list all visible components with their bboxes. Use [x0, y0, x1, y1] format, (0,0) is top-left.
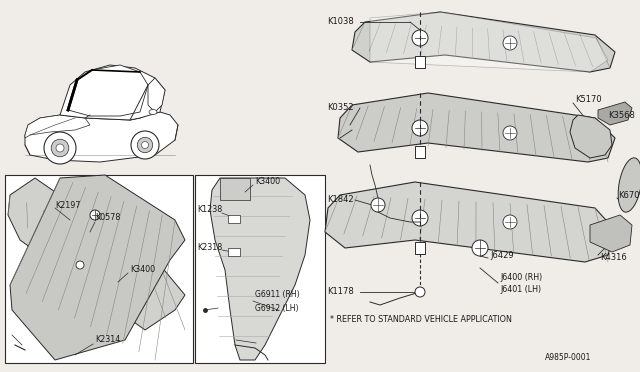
- Circle shape: [472, 240, 488, 256]
- Polygon shape: [10, 175, 185, 360]
- Polygon shape: [352, 12, 615, 72]
- Circle shape: [138, 137, 153, 153]
- Circle shape: [141, 141, 148, 148]
- Bar: [415, 242, 425, 254]
- Text: J6400 (RH): J6400 (RH): [500, 273, 542, 282]
- Polygon shape: [8, 178, 185, 330]
- Circle shape: [412, 120, 428, 136]
- Circle shape: [415, 287, 425, 297]
- Circle shape: [503, 126, 517, 140]
- Polygon shape: [598, 102, 632, 125]
- Text: K1842: K1842: [327, 196, 354, 205]
- Circle shape: [44, 132, 76, 164]
- Text: * REFER TO STANDARD VEHICLE APPLICATION: * REFER TO STANDARD VEHICLE APPLICATION: [330, 315, 512, 324]
- Circle shape: [412, 30, 428, 46]
- Circle shape: [76, 261, 84, 269]
- Polygon shape: [338, 93, 615, 162]
- Text: K0578: K0578: [95, 214, 120, 222]
- Polygon shape: [148, 78, 165, 112]
- Text: J6429: J6429: [490, 250, 514, 260]
- Text: G6911 (RH): G6911 (RH): [255, 291, 300, 299]
- Ellipse shape: [618, 158, 640, 212]
- Polygon shape: [210, 178, 310, 360]
- Polygon shape: [68, 65, 148, 116]
- Circle shape: [503, 36, 517, 50]
- Bar: [228, 248, 240, 256]
- Polygon shape: [25, 112, 178, 162]
- Polygon shape: [325, 182, 615, 262]
- Text: K3400: K3400: [130, 266, 155, 275]
- Circle shape: [131, 131, 159, 159]
- Text: K0352: K0352: [327, 103, 354, 112]
- Circle shape: [412, 210, 428, 226]
- Circle shape: [51, 139, 69, 157]
- Text: K5170: K5170: [575, 96, 602, 105]
- Text: G6912 (LH): G6912 (LH): [255, 304, 298, 312]
- Text: A985P-0001: A985P-0001: [545, 353, 591, 362]
- Bar: [228, 215, 240, 223]
- Text: K3568: K3568: [608, 110, 635, 119]
- Polygon shape: [370, 12, 608, 72]
- Ellipse shape: [149, 109, 157, 115]
- Text: K1238: K1238: [197, 205, 222, 215]
- Text: K2318: K2318: [197, 244, 222, 253]
- Circle shape: [56, 144, 64, 152]
- Polygon shape: [60, 65, 165, 120]
- Circle shape: [371, 198, 385, 212]
- Bar: [415, 146, 425, 158]
- Bar: [195, 175, 325, 363]
- Circle shape: [503, 215, 517, 229]
- Polygon shape: [590, 215, 632, 252]
- Text: J6401 (LH): J6401 (LH): [500, 285, 541, 295]
- Text: K2197: K2197: [55, 201, 81, 209]
- Bar: [220, 178, 250, 200]
- Text: K6707: K6707: [618, 190, 640, 199]
- Polygon shape: [25, 115, 90, 138]
- Text: K1178: K1178: [327, 288, 354, 296]
- Bar: [415, 56, 425, 68]
- Polygon shape: [570, 115, 612, 158]
- Text: K1038: K1038: [327, 17, 354, 26]
- Text: K4316: K4316: [600, 253, 627, 263]
- Bar: [5, 175, 193, 363]
- Text: K3400: K3400: [255, 177, 280, 186]
- Circle shape: [90, 210, 100, 220]
- Text: K2314: K2314: [95, 336, 120, 344]
